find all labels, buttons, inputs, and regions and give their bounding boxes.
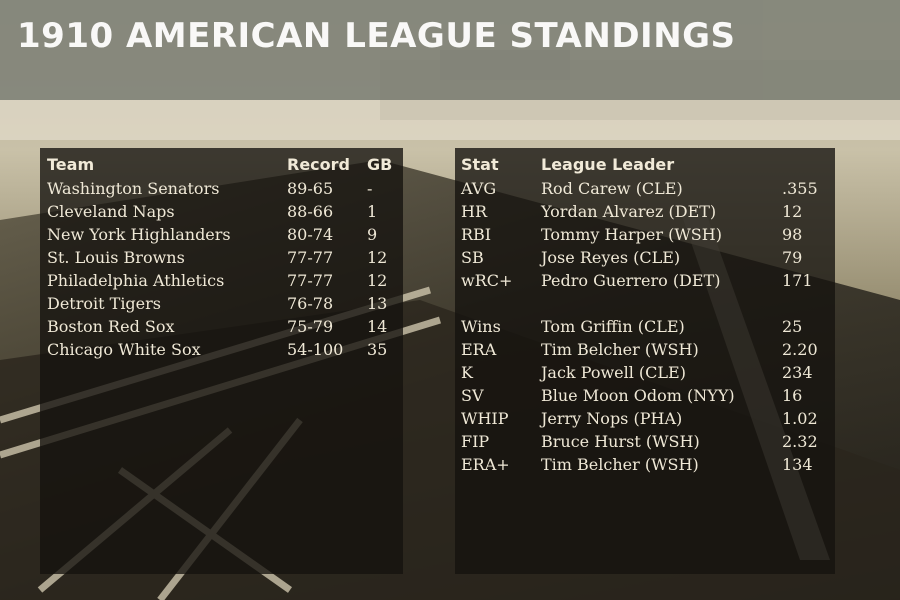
team-record: 75-79 bbox=[287, 317, 334, 336]
stat-name: WHIP bbox=[461, 409, 509, 428]
team-name: Cleveland Naps bbox=[47, 202, 175, 221]
stat-name: K bbox=[461, 363, 473, 382]
leader-name: Tim Belcher (WSH) bbox=[541, 340, 699, 359]
games-behind: 1 bbox=[367, 202, 378, 221]
stat-column-header: Stat bbox=[461, 155, 499, 174]
table-row: Wins Tom Griffin (CLE) 25 bbox=[455, 317, 835, 340]
stat-value: 79 bbox=[782, 248, 803, 267]
stat-value: 234 bbox=[782, 363, 813, 382]
leader-name: Pedro Guerrero (DET) bbox=[541, 271, 721, 290]
table-row: Boston Red Sox 75-79 14 bbox=[40, 317, 403, 340]
team-record: 89-65 bbox=[287, 179, 334, 198]
table-row: Detroit Tigers 76-78 13 bbox=[40, 294, 403, 317]
leader-name: Tim Belcher (WSH) bbox=[541, 455, 699, 474]
table-row: AVG Rod Carew (CLE) .355 bbox=[455, 179, 835, 202]
leader-name: Tommy Harper (WSH) bbox=[541, 225, 722, 244]
title-bar: 1910 AMERICAN LEAGUE STANDINGS bbox=[0, 0, 900, 100]
stat-name: ERA+ bbox=[461, 455, 510, 474]
stat-value: 2.32 bbox=[782, 432, 818, 451]
stat-name: Wins bbox=[461, 317, 501, 336]
table-row: FIP Bruce Hurst (WSH) 2.32 bbox=[455, 432, 835, 455]
team-name: Philadelphia Athletics bbox=[47, 271, 225, 290]
team-record: 88-66 bbox=[287, 202, 334, 221]
games-behind: 35 bbox=[367, 340, 388, 359]
table-row: ERA+ Tim Belcher (WSH) 134 bbox=[455, 455, 835, 478]
leader-name: Yordan Alvarez (DET) bbox=[541, 202, 717, 221]
leader-name: Blue Moon Odom (NYY) bbox=[541, 386, 735, 405]
leader-name: Jose Reyes (CLE) bbox=[541, 248, 681, 267]
table-row: SB Jose Reyes (CLE) 79 bbox=[455, 248, 835, 271]
table-row: WHIP Jerry Nops (PHA) 1.02 bbox=[455, 409, 835, 432]
table-row: wRC+ Pedro Guerrero (DET) 171 bbox=[455, 271, 835, 294]
table-row: St. Louis Browns 77-77 12 bbox=[40, 248, 403, 271]
stat-value: 12 bbox=[782, 202, 803, 221]
stat-value: .355 bbox=[782, 179, 818, 198]
stat-value: 25 bbox=[782, 317, 803, 336]
team-name: Detroit Tigers bbox=[47, 294, 161, 313]
games-behind: - bbox=[367, 179, 373, 198]
leader-name: Jerry Nops (PHA) bbox=[541, 409, 683, 428]
team-record: 54-100 bbox=[287, 340, 344, 359]
table-row: HR Yordan Alvarez (DET) 12 bbox=[455, 202, 835, 225]
stat-value: 98 bbox=[782, 225, 803, 244]
stat-name: AVG bbox=[461, 179, 497, 198]
leader-name: Bruce Hurst (WSH) bbox=[541, 432, 700, 451]
stat-name: HR bbox=[461, 202, 487, 221]
table-row: Chicago White Sox 54-100 35 bbox=[40, 340, 403, 363]
team-record: 80-74 bbox=[287, 225, 334, 244]
leader-name: Rod Carew (CLE) bbox=[541, 179, 683, 198]
standings-table: Team Record GB Washington Senators 89-65 -… bbox=[40, 148, 403, 574]
table-row: New York Highlanders 80-74 9 bbox=[40, 225, 403, 248]
record-column-header: Record bbox=[287, 155, 350, 174]
table-row: RBI Tommy Harper (WSH) 98 bbox=[455, 225, 835, 248]
games-behind: 12 bbox=[367, 248, 388, 267]
stat-name: RBI bbox=[461, 225, 492, 244]
stat-name: wRC+ bbox=[461, 271, 513, 290]
leader-name: Tom Griffin (CLE) bbox=[541, 317, 685, 336]
table-row: Philadelphia Athletics 77-77 12 bbox=[40, 271, 403, 294]
leader-column-header: League Leader bbox=[541, 155, 675, 174]
team-name: Chicago White Sox bbox=[47, 340, 201, 359]
table-row: Cleveland Naps 88-66 1 bbox=[40, 202, 403, 225]
stat-value: 171 bbox=[782, 271, 813, 290]
stat-value: 1.02 bbox=[782, 409, 818, 428]
stat-name: ERA bbox=[461, 340, 497, 359]
team-name: New York Highlanders bbox=[47, 225, 231, 244]
stat-value: 16 bbox=[782, 386, 803, 405]
games-behind: 12 bbox=[367, 271, 388, 290]
team-record: 77-77 bbox=[287, 271, 334, 290]
stat-value: 134 bbox=[782, 455, 813, 474]
stat-value: 2.20 bbox=[782, 340, 818, 359]
team-name: Boston Red Sox bbox=[47, 317, 175, 336]
team-record: 77-77 bbox=[287, 248, 334, 267]
games-behind: 14 bbox=[367, 317, 388, 336]
stat-name: SB bbox=[461, 248, 484, 267]
stat-name: FIP bbox=[461, 432, 490, 451]
team-record: 76-78 bbox=[287, 294, 334, 313]
team-column-header: Team bbox=[47, 155, 95, 174]
table-row: SV Blue Moon Odom (NYY) 16 bbox=[455, 386, 835, 409]
team-name: Washington Senators bbox=[47, 179, 220, 198]
leader-name: Jack Powell (CLE) bbox=[541, 363, 686, 382]
team-name: St. Louis Browns bbox=[47, 248, 185, 267]
stat-name: SV bbox=[461, 386, 484, 405]
games-behind: 13 bbox=[367, 294, 388, 313]
games-behind: 9 bbox=[367, 225, 378, 244]
table-row: ERA Tim Belcher (WSH) 2.20 bbox=[455, 340, 835, 363]
table-row: Washington Senators 89-65 - bbox=[40, 179, 403, 202]
table-row: K Jack Powell (CLE) 234 bbox=[455, 363, 835, 386]
league-leaders-table: Stat League Leader AVG Rod Carew (CLE) .35… bbox=[455, 148, 835, 574]
gb-column-header: GB bbox=[367, 155, 393, 174]
page-title: 1910 AMERICAN LEAGUE STANDINGS bbox=[17, 16, 736, 56]
